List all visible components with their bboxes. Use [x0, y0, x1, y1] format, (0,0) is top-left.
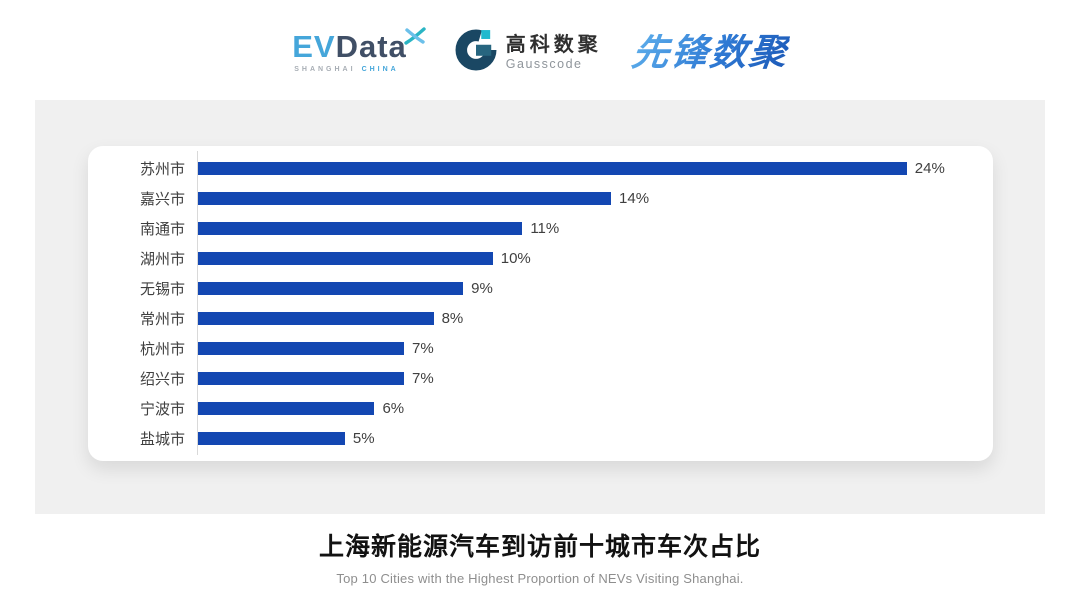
bar-track: 9%	[197, 273, 977, 303]
bar-row: 绍兴市 7%	[88, 363, 977, 393]
evdata-data-text: Data	[335, 29, 407, 64]
bar	[197, 221, 523, 235]
bar-track: 8%	[197, 303, 977, 333]
bar-row: 南通市 11%	[88, 213, 977, 243]
bar-row: 盐城市 5%	[88, 423, 977, 453]
bar-row-label: 南通市	[139, 220, 185, 238]
spark-x-icon	[403, 25, 427, 54]
bar-track: 10%	[197, 243, 977, 273]
evdata-logo: EV Data SHANGHAI CHINA	[292, 27, 426, 73]
bar-row-value: 5%	[352, 429, 375, 447]
chart-subtitle: Top 10 Cities with the Highest Proportio…	[336, 571, 744, 586]
bar-row-value: 14%	[619, 189, 650, 207]
bar	[197, 371, 405, 385]
bar-chart-rows: 苏州市 24% 嘉兴市 14% 南通市 11% 湖州市 10% 无锡市 9% 常…	[88, 153, 977, 453]
bar-row-label: 杭州市	[139, 340, 185, 358]
bar-row-label: 常州市	[139, 310, 185, 328]
evdata-shanghai-text: SHANGHAI	[294, 66, 356, 73]
bar	[197, 401, 375, 415]
gausscode-logo: 高科数聚 Gausscode	[455, 29, 602, 76]
bar-track: 5%	[197, 423, 977, 453]
bar-row: 宁波市 6%	[88, 393, 977, 423]
evdata-wordmark: EV Data	[292, 31, 407, 62]
chart-title: 上海新能源汽车到访前十城市车次占比	[318, 533, 761, 561]
bar-row-value: 8%	[441, 309, 464, 327]
bar-track: 24%	[197, 153, 977, 183]
bar-row-value: 10%	[500, 249, 531, 267]
bar-row-value: 7%	[412, 369, 434, 387]
bar	[197, 281, 464, 295]
gausscode-cn-text: 高科数聚	[505, 33, 602, 56]
bar-row-label: 绍兴市	[139, 370, 185, 388]
bar-row-label: 苏州市	[139, 160, 185, 178]
bar	[197, 191, 612, 205]
gausscode-en-text: Gausscode	[505, 56, 583, 71]
bar-row-label: 嘉兴市	[139, 190, 185, 208]
bar-track: 6%	[197, 393, 977, 423]
bar-track: 7%	[197, 363, 977, 393]
bar-row-value: 11%	[530, 219, 560, 237]
bar-row: 湖州市 10%	[88, 243, 977, 273]
bar-row-value: 9%	[471, 279, 493, 297]
bar-row: 苏州市 24%	[88, 153, 977, 183]
gausscode-g-icon	[455, 29, 497, 76]
bar-row-value: 7%	[412, 339, 434, 357]
bar-row-value: 24%	[914, 159, 945, 177]
bar-row-value: 6%	[382, 399, 405, 417]
bar-track: 14%	[197, 183, 977, 213]
bar-row-label: 湖州市	[139, 250, 185, 268]
chart-card: 苏州市 24% 嘉兴市 14% 南通市 11% 湖州市 10% 无锡市 9% 常…	[88, 146, 993, 461]
bar-chart: 苏州市 24% 嘉兴市 14% 南通市 11% 湖州市 10% 无锡市 9% 常…	[88, 151, 977, 455]
bar-row: 杭州市 7%	[88, 333, 977, 363]
pioneer-logo: 先锋数聚	[629, 31, 791, 73]
caption-block: 上海新能源汽车到访前十城市车次占比 Top 10 Cities with the…	[0, 527, 1080, 586]
bar-track: 11%	[197, 213, 977, 243]
bar-row: 嘉兴市 14%	[88, 183, 977, 213]
evdata-ev-text: EV	[292, 29, 336, 64]
bar-row: 常州市 8%	[88, 303, 977, 333]
bar	[197, 431, 345, 445]
gausscode-text-block: 高科数聚 Gausscode	[506, 34, 602, 71]
bar	[197, 251, 493, 265]
bar-row-label: 宁波市	[139, 400, 185, 418]
evdata-china-text: CHINA	[361, 66, 399, 73]
bar	[197, 311, 434, 325]
bar-row-label: 无锡市	[139, 280, 185, 298]
bar-track: 7%	[197, 333, 977, 363]
evdata-subtitle: SHANGHAI CHINA	[292, 66, 407, 73]
bar	[197, 161, 907, 175]
header-logo-row: EV Data SHANGHAI CHINA 高科数聚 Gausscode 先锋数…	[0, 16, 1080, 88]
bar-row: 无锡市 9%	[88, 273, 977, 303]
y-axis-line	[197, 151, 198, 455]
bar	[197, 341, 405, 355]
bar-row-label: 盐城市	[139, 430, 185, 448]
